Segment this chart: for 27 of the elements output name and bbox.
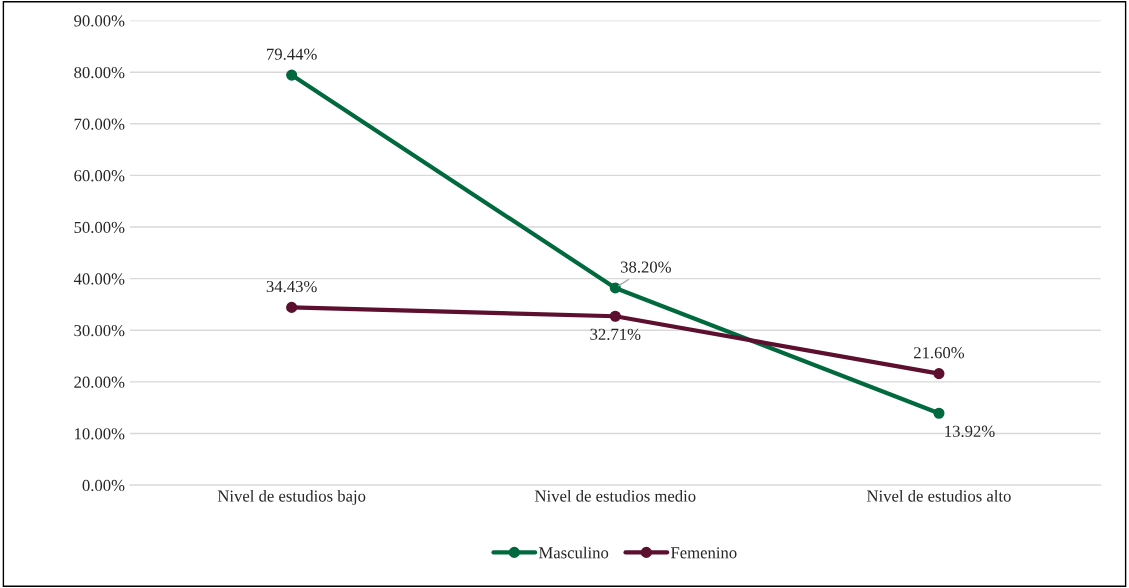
y-tick-label: 50.00% — [74, 221, 125, 234]
y-tick-label: 20.00% — [74, 376, 125, 388]
data-label: 34.43% — [266, 280, 317, 293]
data-label: 79.44% — [267, 48, 317, 60]
data-label: 38.20% — [620, 261, 671, 273]
data-label: 21.60% — [913, 347, 965, 359]
legend-label: Femenino — [670, 547, 737, 559]
point — [609, 282, 621, 294]
data-label: 13.92% — [945, 425, 995, 437]
point — [286, 301, 298, 313]
point — [933, 368, 945, 380]
point — [286, 69, 298, 81]
y-tick-label: 40.00% — [73, 273, 125, 285]
x-tick-label: Nivel de estudios alto — [866, 489, 1011, 502]
point — [933, 407, 945, 419]
x-tick-label: Nivel de estudios bajo — [217, 489, 366, 506]
data-label: 32.71% — [590, 328, 641, 340]
y-tick-label: 90.00% — [74, 15, 125, 27]
y-tick-label: 70.00% — [74, 118, 125, 130]
x-tick-label: Nivel de estudios medio — [535, 489, 696, 502]
point — [609, 310, 621, 322]
y-tick-label: 80.00% — [74, 66, 125, 79]
y-tick-label: 30.00% — [74, 324, 125, 337]
y-tick-label: 10.00% — [75, 428, 125, 440]
legend-label: Masculino — [538, 546, 609, 559]
y-tick-label: 0.00% — [82, 479, 125, 492]
y-tick-label: 60.00% — [74, 170, 125, 182]
